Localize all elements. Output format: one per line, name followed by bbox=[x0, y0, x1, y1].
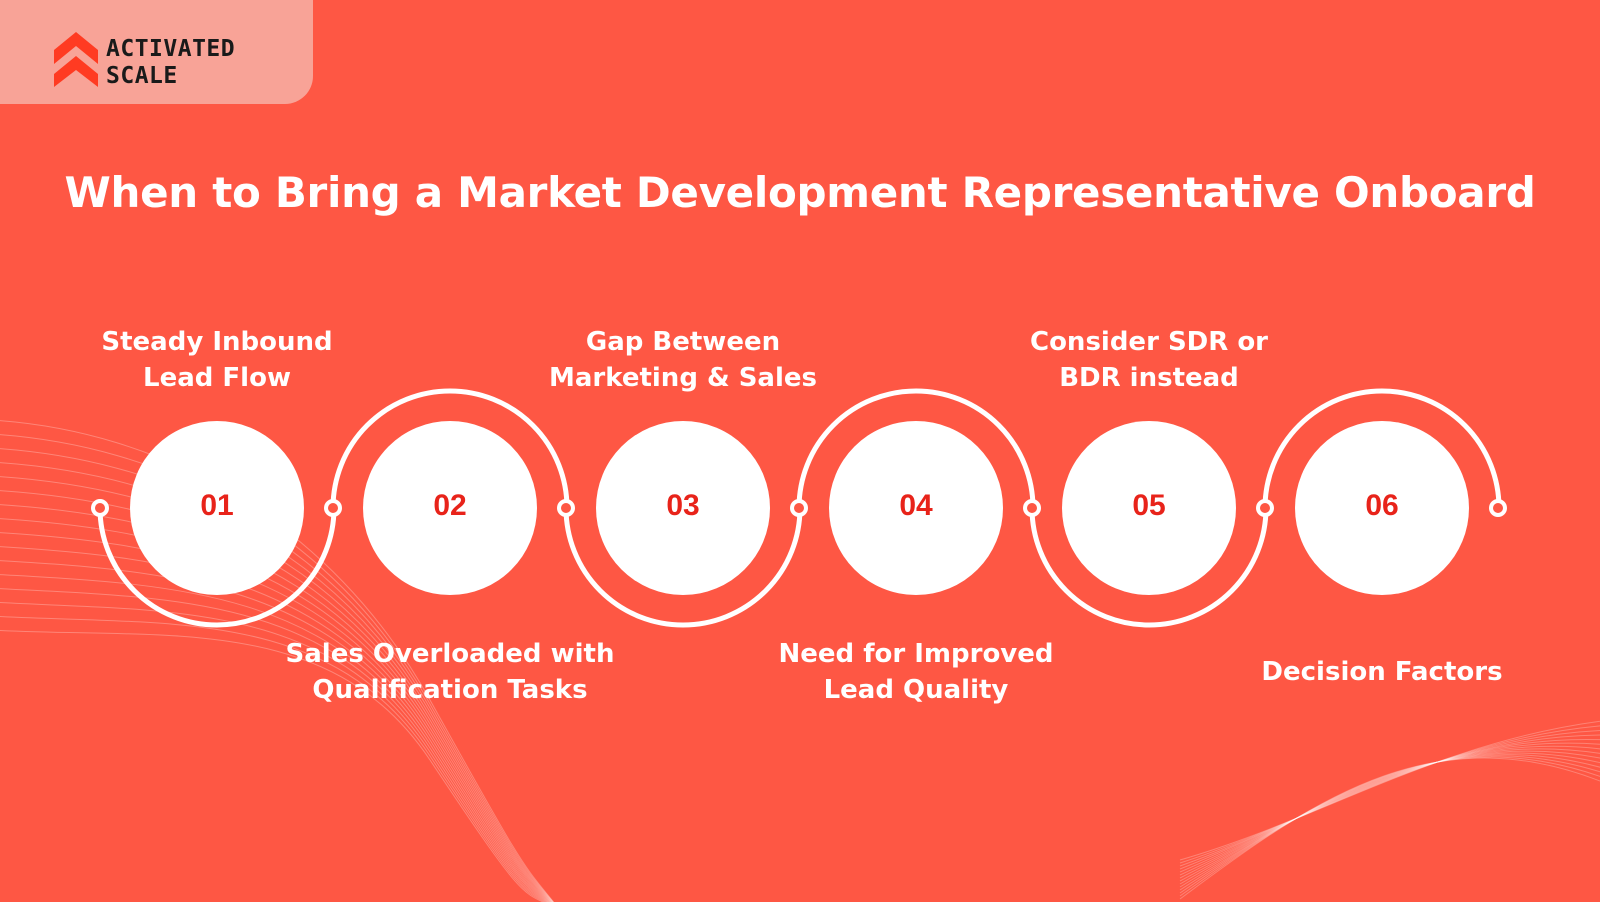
wave-line bbox=[1179, 754, 1600, 891]
connector-arc bbox=[1262, 388, 1502, 511]
logo-line-1: ACTIVATED bbox=[106, 36, 236, 62]
step-number: 04 bbox=[899, 489, 933, 522]
wave-line bbox=[0, 602, 547, 902]
connector-arc bbox=[796, 388, 1036, 511]
connector-arc bbox=[97, 505, 337, 628]
step-circle bbox=[363, 421, 537, 595]
logo-panel: ACTIVATED SCALE bbox=[0, 0, 313, 104]
connector-node bbox=[557, 499, 575, 517]
wave-line bbox=[1179, 752, 1600, 888]
logo-wordmark: ACTIVATED SCALE bbox=[106, 36, 235, 90]
connector-arc bbox=[1029, 505, 1269, 628]
wave-line bbox=[1179, 756, 1600, 897]
wave-line bbox=[0, 490, 553, 902]
connector-node bbox=[324, 499, 342, 517]
step-label: Sales Overloaded with Qualification Task… bbox=[285, 639, 615, 705]
wave-line bbox=[1179, 738, 1600, 873]
step-label: Gap Between Marketing & Sales bbox=[549, 327, 817, 393]
wave-line bbox=[1179, 734, 1600, 870]
wave-line bbox=[0, 448, 554, 902]
step-number: 06 bbox=[1365, 489, 1399, 522]
wave-line bbox=[0, 420, 555, 902]
wave-line bbox=[1179, 755, 1600, 894]
wave-line bbox=[0, 434, 554, 902]
step-label: Steady Inbound Lead Flow bbox=[101, 327, 333, 393]
wave-line bbox=[1179, 750, 1600, 885]
wave-line bbox=[0, 518, 552, 902]
step-circle bbox=[1062, 421, 1236, 595]
logo-chevron-icon bbox=[54, 32, 98, 87]
step-circle bbox=[130, 421, 304, 595]
wave-line bbox=[0, 588, 549, 902]
wave-line bbox=[1179, 745, 1600, 879]
wave-line bbox=[0, 629, 544, 902]
wave-line bbox=[0, 532, 552, 902]
step-number: 05 bbox=[1132, 489, 1166, 522]
step-circle bbox=[1295, 421, 1469, 595]
connector-arc bbox=[330, 388, 570, 511]
connector-node bbox=[91, 499, 109, 517]
step-number: 02 bbox=[433, 489, 467, 522]
step-circle bbox=[596, 421, 770, 595]
wave-line bbox=[1179, 730, 1600, 867]
wave-line bbox=[0, 504, 553, 902]
step-number: 01 bbox=[200, 489, 234, 522]
wave-line bbox=[0, 560, 550, 902]
step-number: 03 bbox=[666, 489, 700, 522]
wave-line bbox=[1179, 725, 1600, 864]
connector-arc bbox=[563, 505, 803, 628]
wave-line bbox=[1179, 757, 1600, 900]
wave-line bbox=[1179, 748, 1600, 882]
step-circle bbox=[829, 421, 1003, 595]
wave-line bbox=[0, 462, 554, 902]
wave-lines-right bbox=[1179, 720, 1600, 900]
wave-line bbox=[0, 476, 553, 902]
logo-line-2: SCALE bbox=[106, 63, 178, 89]
wave-line bbox=[1179, 720, 1600, 861]
connector-node bbox=[1023, 499, 1041, 517]
connector-node bbox=[1489, 499, 1507, 517]
step-label: Decision Factors bbox=[1261, 657, 1503, 687]
step-label: Need for Improved Lead Quality bbox=[778, 639, 1054, 705]
page-title: When to Bring a Market Development Repre… bbox=[64, 168, 1536, 217]
step-label: Consider SDR or BDR instead bbox=[1029, 327, 1269, 393]
connector-node bbox=[1256, 499, 1274, 517]
connector-node bbox=[790, 499, 808, 517]
wave-line bbox=[0, 616, 546, 902]
wave-line bbox=[1179, 742, 1600, 876]
wave-line bbox=[0, 546, 551, 902]
